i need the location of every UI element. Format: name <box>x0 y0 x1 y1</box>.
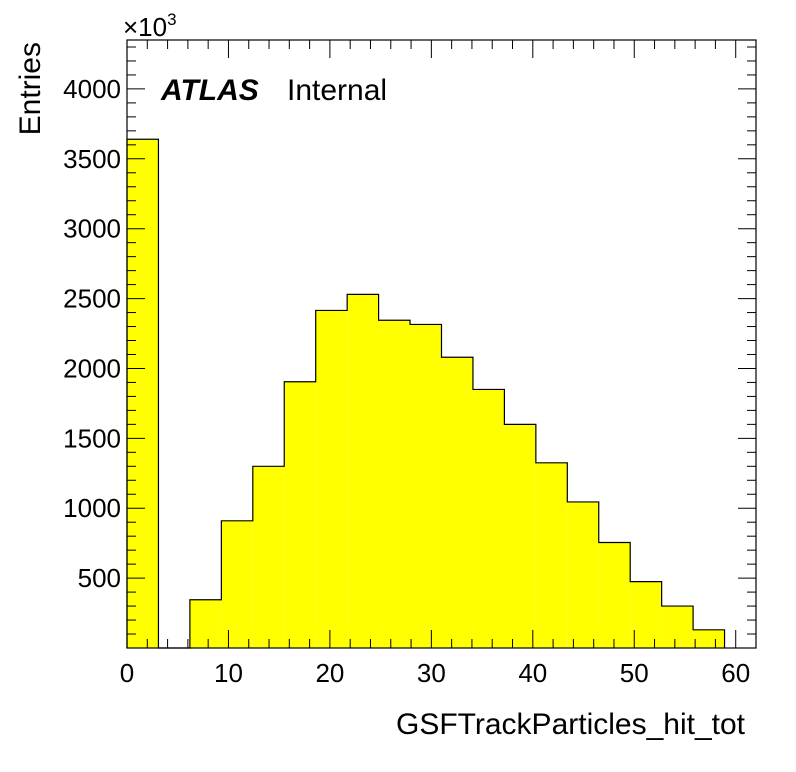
x-tick-label: 0 <box>120 658 134 688</box>
y-multiplier: ×103 <box>123 10 177 42</box>
histogram-bar <box>221 520 253 648</box>
x-tick-label: 40 <box>518 658 547 688</box>
histogram-bar <box>315 310 348 648</box>
x-tick-label: 60 <box>721 658 750 688</box>
histogram-bar <box>127 139 159 648</box>
y-tick-label: 500 <box>78 563 121 593</box>
histogram-bar <box>378 320 411 648</box>
y-axis-title: Entries <box>14 42 47 135</box>
histogram-bar <box>347 294 379 648</box>
y-tick-label: 2500 <box>63 284 121 314</box>
x-tick-label: 20 <box>315 658 344 688</box>
plot-frame <box>126 39 757 649</box>
x-tick-label: 50 <box>620 658 649 688</box>
x-tick-label: 30 <box>417 658 446 688</box>
histogram-bar <box>410 324 442 648</box>
x-tick-labels: 0 10 20 30 40 50 60 <box>120 658 750 688</box>
histogram-bars <box>127 139 725 648</box>
histogram-bar <box>567 501 599 648</box>
y-tick-label: 4000 <box>63 74 121 104</box>
x-axis-title: GSFTrackParticles_hit_tot <box>396 708 746 741</box>
y-tick-label: 1500 <box>63 423 121 453</box>
histogram-bar <box>284 381 316 648</box>
axis-ticks <box>126 40 757 648</box>
histogram-bar <box>252 466 285 648</box>
y-tick-label: 3500 <box>63 144 121 174</box>
atlas-label: ATLAS <box>160 74 259 107</box>
y-tick-label: 3000 <box>63 214 121 244</box>
y-tick-label: 1000 <box>63 493 121 523</box>
histogram-bar <box>535 462 568 648</box>
histogram-bar <box>441 357 473 648</box>
histogram-bar <box>472 389 505 648</box>
histogram-bar <box>693 629 725 648</box>
histogram-bar <box>630 581 662 648</box>
x-tick-label: 10 <box>214 658 243 688</box>
histogram-bar <box>661 606 694 648</box>
internal-label: Internal <box>287 74 387 107</box>
y-tick-label: 2000 <box>63 353 121 383</box>
histogram-outline <box>126 138 726 649</box>
y-tick-labels: 500 1000 1500 2000 2500 3000 3500 4000 <box>63 74 121 593</box>
histogram-bar <box>598 542 631 648</box>
histogram-bar <box>189 599 222 648</box>
histogram-bar <box>504 424 536 648</box>
histogram-step-line <box>126 138 726 649</box>
